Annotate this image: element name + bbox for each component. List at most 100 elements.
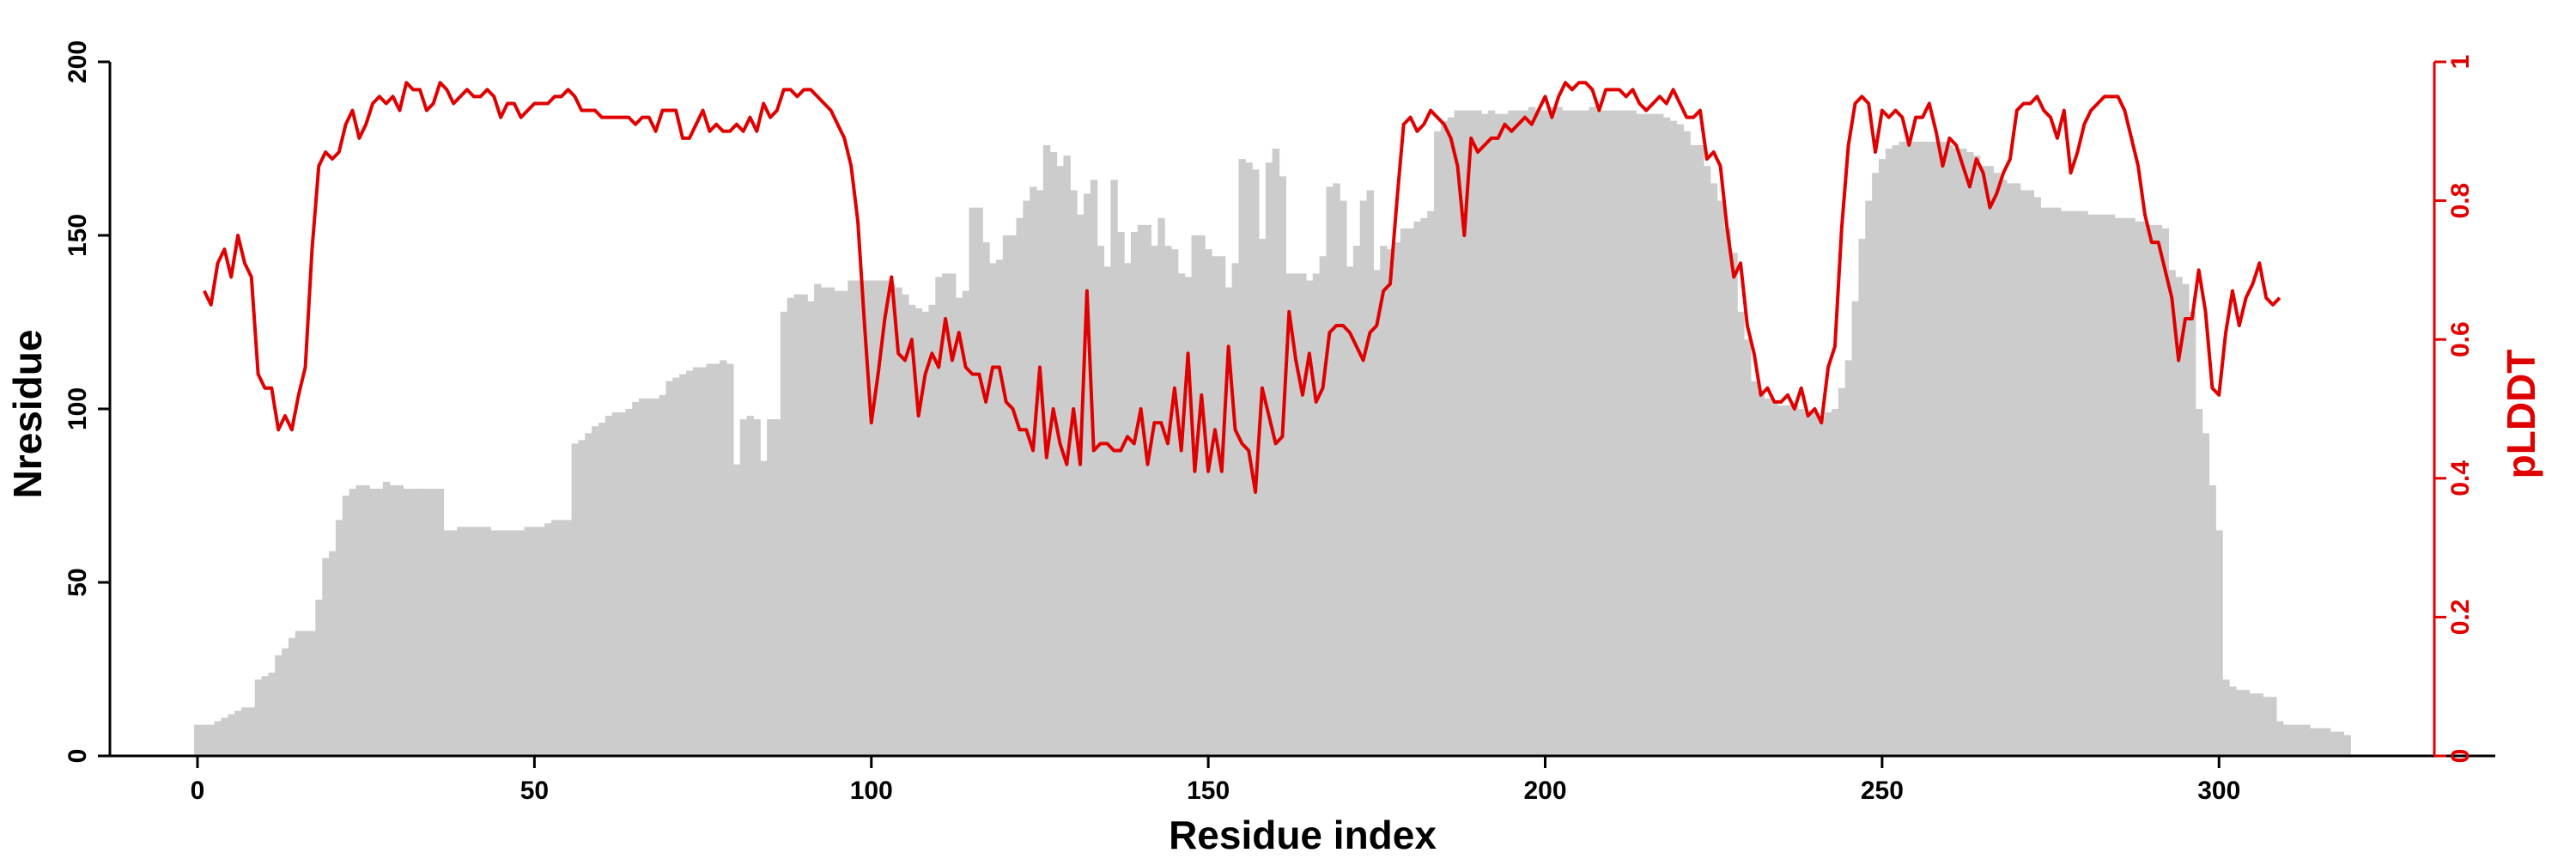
bar — [1555, 107, 1563, 756]
bar — [355, 484, 363, 756]
bar — [2289, 724, 2298, 756]
bar — [1972, 155, 1981, 756]
bar — [1589, 107, 1596, 756]
bar — [1077, 214, 1084, 756]
bar — [1522, 110, 1529, 756]
bar — [1198, 235, 1206, 756]
bar — [969, 207, 976, 756]
bar — [1144, 224, 1152, 756]
bar — [1986, 166, 1994, 756]
bar — [1009, 235, 1018, 756]
bar — [2128, 217, 2136, 757]
bar — [1224, 287, 1233, 757]
bar — [1258, 239, 1267, 756]
bar — [1097, 246, 1105, 756]
bar — [1656, 113, 1664, 757]
bar — [982, 242, 990, 757]
bar — [1892, 144, 1900, 756]
bar — [1622, 110, 1631, 756]
bar — [1279, 176, 1286, 756]
bar — [1184, 277, 1193, 757]
x-tick-label: 300 — [2197, 777, 2240, 805]
bar — [860, 280, 869, 756]
bar — [2188, 311, 2196, 756]
y-tick-label: 50 — [64, 568, 92, 596]
bar — [1636, 113, 1643, 757]
bar — [746, 416, 755, 756]
bar — [1595, 110, 1603, 756]
bar — [1615, 110, 1624, 756]
bar — [1366, 190, 1374, 757]
bar — [867, 280, 876, 756]
bar — [2182, 283, 2190, 756]
bar — [1979, 166, 1988, 756]
bar — [1177, 273, 1186, 756]
bar — [1023, 200, 1030, 757]
bar — [2242, 690, 2251, 756]
bar — [685, 370, 694, 756]
bar — [800, 294, 808, 756]
bar — [2296, 724, 2304, 756]
bar — [2148, 224, 2156, 756]
bar — [908, 304, 916, 756]
bar — [1487, 110, 1496, 756]
bar — [1912, 141, 1920, 757]
bar — [564, 520, 573, 756]
bar — [1925, 141, 1934, 757]
bar — [753, 419, 761, 756]
bar — [1771, 401, 1778, 756]
bar — [1946, 144, 1953, 756]
bar — [928, 304, 936, 756]
bar — [1380, 246, 1388, 756]
x-tick-label: 250 — [1861, 777, 1904, 805]
bar — [807, 301, 815, 756]
bar — [2040, 207, 2048, 756]
bar — [497, 530, 505, 756]
bar — [2007, 183, 2014, 756]
nresidue-bars — [194, 107, 2351, 757]
bar — [874, 280, 883, 756]
bar — [403, 488, 410, 756]
x-tick-label: 0 — [191, 777, 205, 805]
bar — [322, 557, 330, 756]
x-axis-title: Residue index — [1169, 813, 1437, 857]
bar — [335, 520, 343, 756]
x-tick-label: 50 — [520, 777, 549, 805]
bar — [1757, 391, 1765, 756]
bar — [200, 724, 209, 756]
bar — [962, 290, 970, 756]
bar — [261, 676, 270, 756]
bar — [416, 488, 424, 756]
bar — [2222, 679, 2230, 756]
bar — [1393, 242, 1401, 757]
bar — [382, 481, 391, 756]
x-tick-label: 100 — [850, 777, 893, 805]
bar — [1669, 120, 1678, 756]
bar — [1804, 412, 1813, 756]
bar — [1083, 193, 1091, 756]
bar — [1501, 113, 1509, 757]
bar — [652, 398, 660, 756]
bar — [2135, 221, 2142, 757]
bar — [1191, 235, 1199, 756]
bar — [2033, 197, 2041, 756]
bar — [362, 484, 370, 756]
bar — [1164, 246, 1172, 756]
bar — [2202, 433, 2210, 756]
bar — [767, 419, 775, 756]
bar — [1137, 224, 1145, 756]
bar — [436, 488, 445, 756]
bar — [207, 724, 216, 756]
bar — [517, 530, 526, 756]
bar — [443, 530, 451, 756]
bar — [538, 527, 545, 756]
bar — [955, 297, 963, 757]
bar — [618, 412, 626, 756]
bar — [1825, 412, 1832, 756]
bar — [2067, 210, 2075, 757]
bar — [1434, 131, 1442, 757]
bar — [1110, 180, 1118, 757]
bar — [1340, 200, 1347, 757]
bar — [1515, 110, 1522, 756]
bar — [2336, 731, 2345, 756]
